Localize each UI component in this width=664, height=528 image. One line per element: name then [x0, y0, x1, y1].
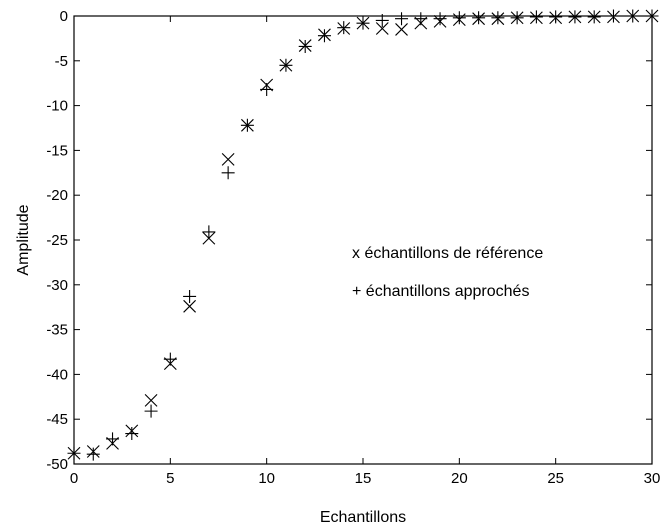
approximated-sample-plus-marker	[529, 10, 543, 24]
x-tick-label: 15	[355, 470, 372, 487]
x-axis-label: Echantillons	[320, 509, 406, 526]
approximated-sample-plus-marker	[375, 13, 389, 27]
y-tick-label: -20	[46, 187, 68, 204]
approximated-sample-plus-marker	[337, 21, 351, 35]
axis-ticks	[73, 15, 653, 465]
legend-entry-approximated: + échantillons approchés	[352, 283, 529, 300]
y-tick-label: -35	[46, 322, 68, 339]
y-tick-label: 0	[60, 8, 68, 25]
y-axis-label: Amplitude	[15, 204, 32, 275]
y-tick-label: -10	[46, 98, 68, 115]
reference-sample-x-marker	[375, 22, 389, 35]
reference-sample-x-marker	[144, 393, 158, 407]
approximated-sample-plus-marker	[317, 29, 331, 43]
approximated-sample-plus-marker	[626, 9, 640, 23]
reference-sample-x-marker	[183, 299, 196, 313]
plot-area-frame	[73, 15, 653, 465]
reference-sample-x-marker	[221, 152, 235, 166]
y-tick-label: -15	[46, 142, 68, 159]
approximated-sample-plus-marker	[356, 16, 370, 30]
approximated-sample-plus-marker	[106, 432, 120, 446]
data-markers	[67, 9, 659, 461]
x-tick-label: 5	[166, 470, 174, 487]
approximated-sample-plus-marker	[568, 10, 582, 24]
approximated-sample-plus-marker	[510, 11, 524, 25]
approximated-sample-plus-marker	[125, 427, 139, 441]
approximated-sample-plus-marker	[279, 58, 293, 72]
approximated-sample-plus-marker	[183, 289, 197, 303]
x-tick-labels: 0 5 10 15 20 25 30	[70, 470, 661, 487]
x-tick-label: 25	[547, 470, 564, 487]
x-tick-label: 0	[70, 470, 78, 487]
approximated-sample-plus-marker	[587, 10, 601, 24]
approximated-sample-plus-marker	[163, 352, 177, 366]
approximated-sample-plus-marker	[144, 404, 158, 418]
approximated-sample-plus-marker	[86, 447, 100, 461]
y-tick-label: -40	[46, 366, 68, 383]
approximated-sample-plus-marker	[414, 12, 428, 26]
approximated-sample-plus-marker	[452, 11, 466, 25]
y-tick-label: -30	[46, 277, 68, 294]
y-tick-labels: 0 -5 -10 -15 -20 -25 -30 -35 -40 -45 -50	[46, 8, 68, 473]
approximated-sample-plus-marker	[433, 12, 447, 26]
y-tick-label: -5	[55, 53, 68, 70]
y-tick-label: -50	[46, 456, 68, 473]
approximated-sample-plus-marker	[645, 9, 659, 23]
approximated-sample-plus-marker	[221, 166, 235, 180]
approximated-sample-plus-marker	[395, 12, 409, 26]
approximated-sample-plus-marker	[202, 225, 216, 239]
approximated-sample-plus-marker	[472, 11, 486, 25]
x-tick-label: 30	[644, 470, 661, 487]
legend-entry-reference: x échantillons de référence	[352, 245, 543, 262]
approximated-sample-plus-marker	[298, 39, 312, 53]
x-tick-label: 10	[258, 470, 275, 487]
approximated-sample-plus-marker	[67, 446, 81, 460]
approximated-sample-plus-marker	[240, 118, 254, 132]
approximated-sample-plus-marker	[549, 10, 563, 24]
reference-sample-x-marker	[395, 23, 408, 36]
x-tick-label: 20	[451, 470, 468, 487]
approximated-sample-plus-marker	[491, 11, 505, 25]
approximated-sample-plus-marker	[606, 9, 620, 23]
y-tick-label: -25	[46, 232, 68, 249]
y-tick-label: -45	[46, 411, 68, 428]
approximated-sample-plus-marker	[260, 82, 274, 96]
